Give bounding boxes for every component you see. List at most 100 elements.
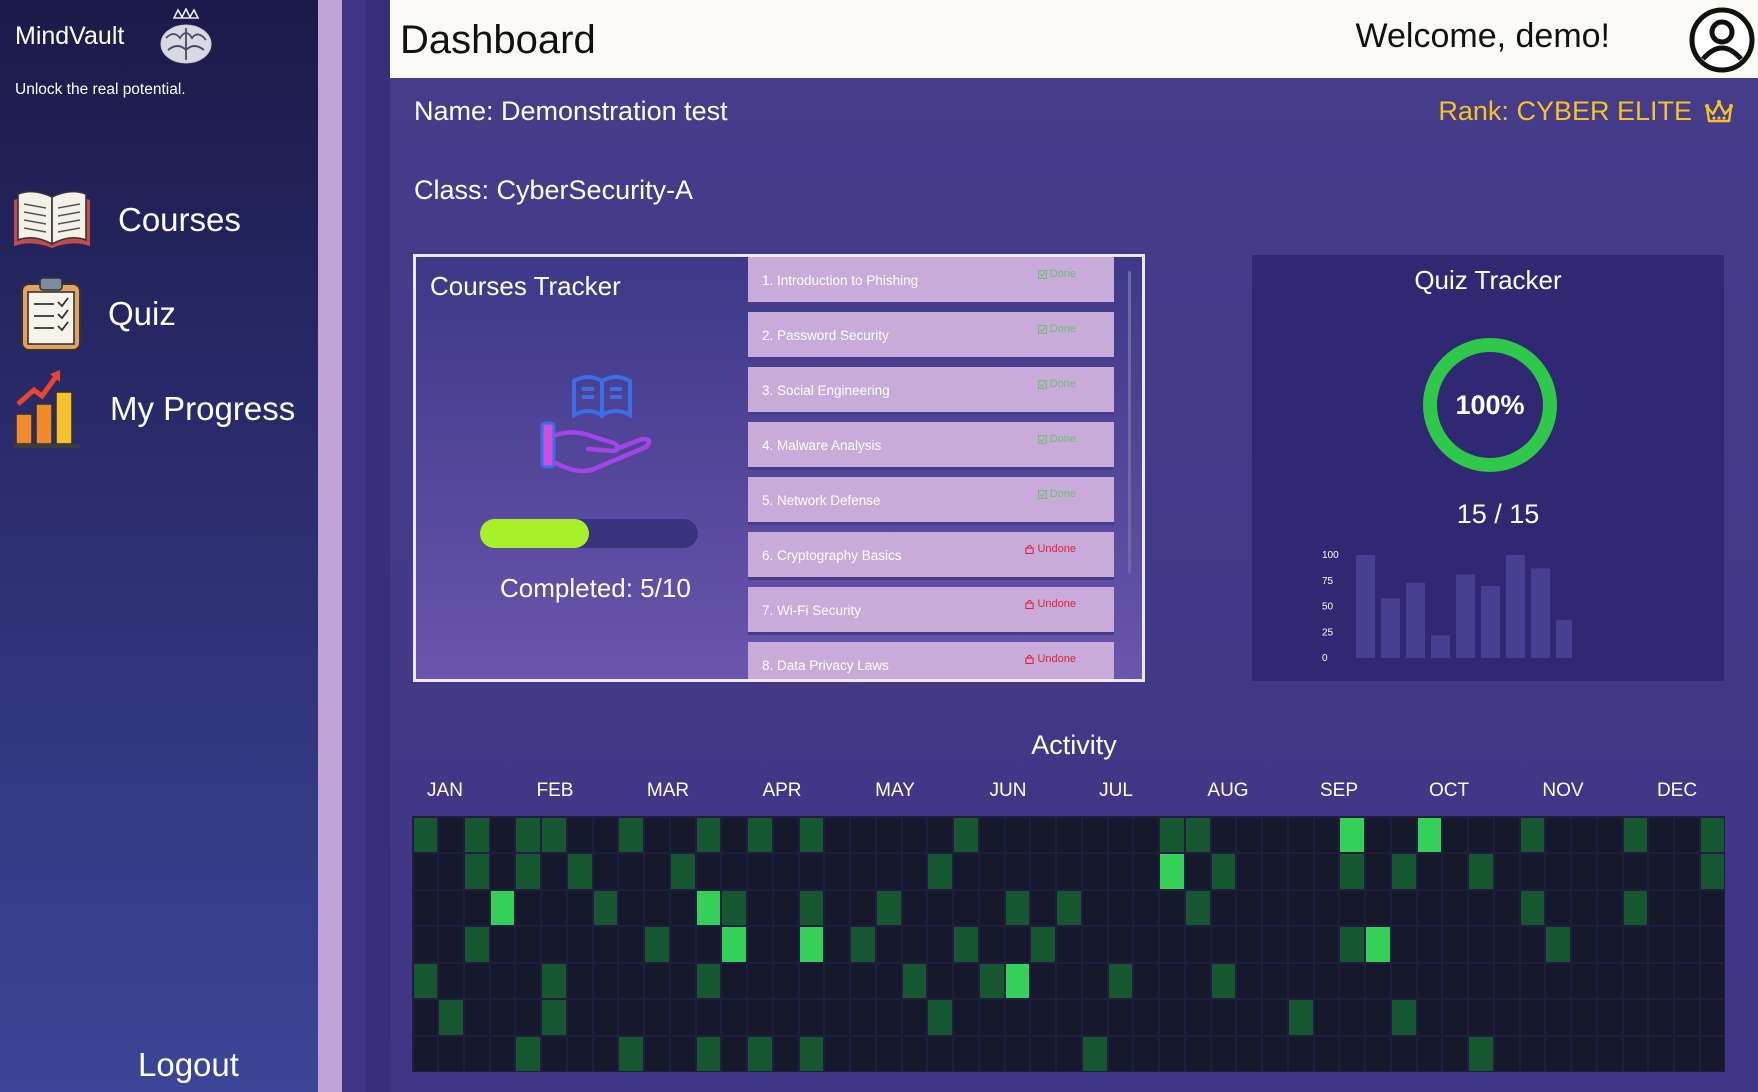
course-status-undone: Undone [1025, 598, 1076, 610]
activity-cell [1005, 1000, 1030, 1035]
activity-cell [1366, 1000, 1390, 1035]
check-icon [1037, 434, 1047, 444]
activity-cell [1031, 1000, 1056, 1035]
activity-cell [413, 927, 438, 962]
activity-cell [1494, 963, 1519, 999]
activity-cell [490, 927, 515, 962]
nav-my-progress[interactable]: My Progress [12, 368, 295, 450]
activity-cell [645, 854, 669, 889]
quiz-bar [1381, 598, 1400, 658]
activity-cell [1572, 817, 1596, 853]
activity-cell [542, 1000, 566, 1035]
activity-cell [593, 817, 618, 853]
activity-cell [1469, 890, 1493, 926]
course-row[interactable]: 1. Introduction to Phishing Done [748, 257, 1114, 305]
rank-label: Rank: CYBER ELITE [1438, 96, 1692, 126]
activity-cell [1494, 927, 1519, 962]
courses-tracker-card: Courses Tracker Completed: 5/10 1. Intro… [413, 254, 1145, 682]
activity-cell [876, 890, 901, 926]
activity-cell [1082, 1000, 1107, 1035]
activity-cell [439, 963, 463, 999]
activity-cell [1391, 927, 1416, 962]
activity-cell [799, 1000, 824, 1035]
activity-cell [464, 927, 489, 962]
activity-cell [1108, 817, 1133, 853]
course-status-label: Undone [1037, 598, 1076, 610]
course-status-done: Done [1037, 268, 1076, 280]
activity-cell [645, 1036, 669, 1072]
nav-courses[interactable]: Courses [12, 188, 241, 252]
activity-cell [1391, 963, 1416, 999]
course-row[interactable]: 2. Password Security Done [748, 312, 1114, 360]
activity-cell [1211, 1000, 1236, 1035]
course-row[interactable]: 8. Data Privacy Laws Undone [748, 642, 1114, 679]
activity-cell [439, 890, 463, 926]
activity-cell [1649, 854, 1673, 889]
course-row[interactable]: 6. Cryptography Basics Undone [748, 532, 1114, 580]
activity-cell [1469, 854, 1493, 889]
logout-button[interactable]: Logout [138, 1046, 239, 1083]
activity-cell [1082, 890, 1107, 926]
activity-cell [1366, 854, 1390, 889]
activity-cell [1649, 1000, 1673, 1035]
quiz-bar [1481, 585, 1500, 658]
sidebar-divider-darker [366, 0, 390, 1092]
activity-cell [1108, 1000, 1133, 1035]
activity-cell [567, 927, 592, 962]
activity-cell [1417, 817, 1442, 853]
activity-cell [928, 817, 953, 853]
activity-cell [1057, 1036, 1081, 1072]
activity-cell [1108, 927, 1133, 962]
activity-cell [876, 927, 901, 962]
activity-cell [696, 854, 721, 889]
course-row[interactable]: 4. Malware Analysis Done [748, 422, 1114, 470]
activity-cell [1520, 890, 1545, 926]
activity-cell [1520, 927, 1545, 962]
course-row[interactable]: 7. Wi-Fi Security Undone [748, 587, 1114, 635]
month-label: AUG [1207, 780, 1249, 801]
activity-cell [928, 854, 953, 889]
course-row[interactable]: 5. Network Defense Done [748, 477, 1114, 525]
activity-cell [1366, 817, 1390, 853]
nav-quiz[interactable]: Quiz [12, 274, 176, 354]
activity-cell [748, 890, 772, 926]
activity-cell [1160, 963, 1184, 999]
activity-cell [670, 927, 695, 962]
activity-cell [516, 1036, 541, 1072]
activity-cell [593, 890, 618, 926]
activity-cell [1031, 927, 1056, 962]
course-list-scrollbar[interactable] [1128, 271, 1131, 573]
month-label: MAR [646, 780, 690, 801]
activity-cell [1597, 854, 1622, 889]
activity-cell [1314, 1000, 1339, 1035]
activity-cell [490, 1000, 515, 1035]
activity-cell [722, 854, 747, 889]
activity-cell [1237, 963, 1262, 999]
activity-cell [1314, 963, 1339, 999]
activity-cell [1237, 890, 1262, 926]
course-list[interactable]: 1. Introduction to Phishing Done 2. Passwo… [748, 257, 1116, 679]
activity-cell [1391, 854, 1416, 889]
activity-cell [567, 1036, 592, 1072]
activity-cell [825, 817, 850, 853]
lock-icon [1025, 544, 1035, 554]
activity-cell [567, 890, 592, 926]
activity-cell [1031, 1036, 1056, 1072]
activity-cell [1649, 1036, 1673, 1072]
activity-cell [825, 890, 850, 926]
activity-cell [799, 890, 824, 926]
activity-cell [1417, 963, 1442, 999]
profile-class: Class: CyberSecurity-A [414, 175, 694, 205]
user-avatar-icon[interactable] [1689, 7, 1755, 73]
activity-cell [1417, 854, 1442, 889]
course-row[interactable]: 3. Social Engineering Done [748, 367, 1114, 415]
activity-cell [979, 854, 1004, 889]
activity-cell [1572, 854, 1596, 889]
y-tick-label: 25 [1322, 627, 1334, 638]
activity-cell [1546, 890, 1571, 926]
activity-cell [1134, 890, 1159, 926]
activity-cell [490, 890, 515, 926]
activity-cell [1675, 817, 1699, 853]
book-icon [14, 190, 90, 248]
activity-cell [1237, 817, 1262, 853]
